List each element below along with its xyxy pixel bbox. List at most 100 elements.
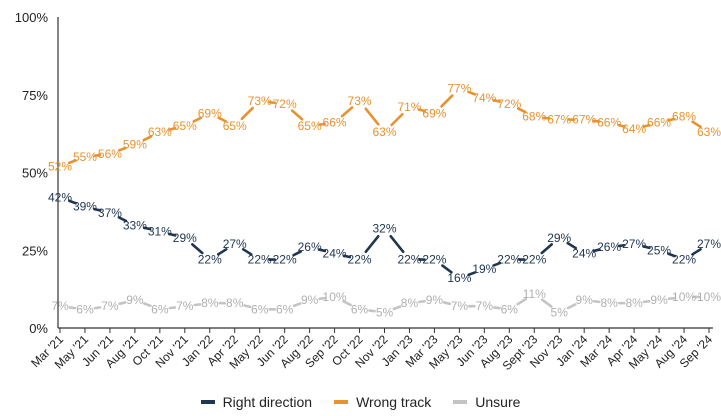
data-label: 22% xyxy=(198,253,222,267)
data-label: 32% xyxy=(372,221,396,235)
data-label: 66% xyxy=(323,116,347,130)
data-label: 7% xyxy=(51,299,69,313)
data-labels: 42%39% 37%33% 31% 29%22%27%22% 22%26% 24% 22%3… xyxy=(48,82,721,320)
series-segment xyxy=(342,300,352,307)
series-segment xyxy=(342,254,352,259)
series-segment xyxy=(642,123,651,128)
series-segment xyxy=(390,112,404,127)
data-label: 29% xyxy=(547,231,571,245)
data-label: 69% xyxy=(198,106,222,120)
legend-swatch xyxy=(200,400,215,404)
series-segment xyxy=(467,90,477,96)
data-label: 8% xyxy=(625,296,643,310)
series-segment xyxy=(540,243,553,255)
data-label: 55% xyxy=(73,150,97,164)
series-segment xyxy=(117,146,127,152)
data-label: 29% xyxy=(173,231,197,245)
data-label: 6% xyxy=(276,302,294,316)
legend-label: Right direction xyxy=(222,394,313,410)
series-segment xyxy=(216,248,228,256)
series-segment xyxy=(364,107,380,126)
series-segment xyxy=(516,297,528,306)
series-segment xyxy=(417,108,427,113)
series-segment xyxy=(318,248,327,253)
series-segment xyxy=(68,306,77,310)
data-label: 7% xyxy=(176,299,194,313)
legend-label: Unsure xyxy=(475,394,521,410)
data-label: 10% xyxy=(323,290,347,304)
data-label: 22% xyxy=(348,253,372,267)
series-segment xyxy=(93,306,102,310)
data-label: 33% xyxy=(123,218,147,232)
data-label: 22% xyxy=(422,253,446,267)
series-segment xyxy=(268,100,277,105)
series-segment xyxy=(318,122,326,126)
series-segment xyxy=(142,135,153,142)
data-label: 52% xyxy=(48,159,72,173)
data-label: 27% xyxy=(223,237,247,251)
y-tick-label: 0% xyxy=(29,321,48,336)
data-label: 56% xyxy=(98,147,122,161)
data-label: 67% xyxy=(547,113,571,127)
series-segment xyxy=(492,306,501,310)
data-label: 9% xyxy=(301,293,319,307)
data-label: 72% xyxy=(497,97,521,111)
data-label: 24% xyxy=(572,246,596,260)
data-label: 77% xyxy=(447,82,471,96)
data-label: 22% xyxy=(672,253,696,267)
series-segment xyxy=(68,159,77,165)
data-label: 66% xyxy=(597,116,621,130)
series-segment xyxy=(117,216,128,223)
legend-label: Wrong track xyxy=(356,394,432,410)
series-segment xyxy=(667,296,676,301)
data-label: 22% xyxy=(273,253,297,267)
series-segment xyxy=(441,264,453,274)
series-segment xyxy=(143,226,152,231)
data-label: 59% xyxy=(123,138,147,152)
data-label: 5% xyxy=(376,305,394,319)
series-segment xyxy=(592,119,601,123)
series-segment xyxy=(667,117,676,122)
data-label: 65% xyxy=(298,119,322,133)
legend-item-right-direction: Right direction xyxy=(200,394,313,410)
data-label: 65% xyxy=(223,119,247,133)
series-segment xyxy=(418,299,426,304)
series-segment xyxy=(566,303,577,310)
data-label: 6% xyxy=(151,302,169,316)
series-segment xyxy=(193,303,202,307)
data-label: 39% xyxy=(73,200,97,214)
series-segment xyxy=(368,309,376,313)
legend: Right direction Wrong track Unsure xyxy=(0,394,721,410)
data-label: 63% xyxy=(372,125,396,139)
series-segment xyxy=(340,106,354,118)
data-label: 68% xyxy=(522,110,546,124)
data-label: 67% xyxy=(572,113,596,127)
series-segment xyxy=(68,199,77,205)
data-label: 73% xyxy=(248,94,272,108)
data-label: 6% xyxy=(76,302,94,316)
series-segment xyxy=(492,98,501,103)
series-segment xyxy=(566,241,578,250)
data-label: 22% xyxy=(397,253,421,267)
data-label: 16% xyxy=(447,271,471,285)
series-segment xyxy=(440,94,454,108)
legend-swatch xyxy=(334,400,349,404)
series-segment xyxy=(667,252,676,258)
data-label: 69% xyxy=(422,106,446,120)
data-label: 26% xyxy=(597,240,621,254)
chart-axes xyxy=(57,17,713,333)
legend-item-wrong-track: Wrong track xyxy=(334,394,431,410)
data-label: 63% xyxy=(148,125,172,139)
y-tick-label: 75% xyxy=(22,88,48,103)
data-label: 8% xyxy=(401,296,419,310)
series-segment xyxy=(691,120,702,129)
data-label: 11% xyxy=(523,287,546,301)
data-label: 8% xyxy=(600,296,618,310)
series-segment xyxy=(93,207,102,212)
data-label: 31% xyxy=(148,225,172,239)
data-label: 63% xyxy=(697,125,721,139)
data-label: 7% xyxy=(451,299,469,313)
series-segment xyxy=(191,243,204,255)
data-label: 37% xyxy=(98,206,122,220)
